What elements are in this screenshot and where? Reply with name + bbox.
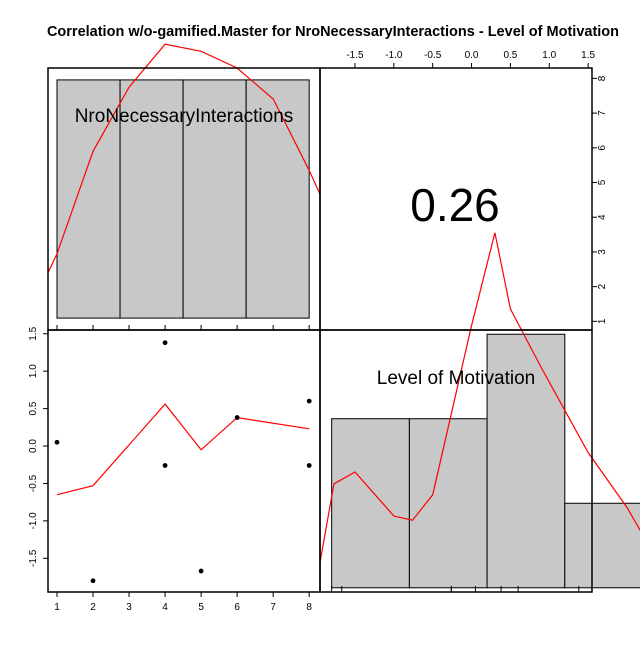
hist-x-bar-1 <box>56 79 121 319</box>
top-axis-tick-label-1.5: 1.5 <box>581 50 595 61</box>
scatter-point-1 <box>54 439 60 445</box>
top-axis-tick-label-0.0: 0.0 <box>465 50 479 61</box>
top-axis-tick-label-1.0: 1.0 <box>542 50 556 61</box>
right-axis-tick-label-1: 1 <box>597 318 608 324</box>
right-axis-tick-label-4: 4 <box>597 214 608 220</box>
hist-y-density-curve <box>319 232 640 563</box>
right-axis-tick-label-2: 2 <box>597 283 608 289</box>
hist-y-bar-1 <box>331 418 410 589</box>
hist-x-density-curve <box>47 43 321 274</box>
x-axis-tick-label-7: 7 <box>270 602 276 613</box>
y-axis-tick-label-1.5: 1.5 <box>28 326 39 340</box>
x-axis-tick-label-3: 3 <box>126 602 132 613</box>
diag-label-y: Level of Motivation <box>377 368 535 389</box>
hist-y-bar-3 <box>486 333 566 589</box>
panel-frame-bl <box>47 329 321 593</box>
y-axis-tick-label--1.0: -1.0 <box>28 512 39 530</box>
top-axis-tick-label--1.5: -1.5 <box>346 50 364 61</box>
scatter-smooth-line <box>56 403 310 496</box>
right-axis-tick-label-7: 7 <box>597 110 608 116</box>
right-axis-tick-label-6: 6 <box>597 145 608 151</box>
right-axis-tick-label-3: 3 <box>597 249 608 255</box>
top-axis-tick-label-0.5: 0.5 <box>503 50 517 61</box>
y-axis-tick-label--1.5: -1.5 <box>28 549 39 567</box>
hist-y-bar-2 <box>408 418 488 589</box>
x-axis-tick-label-8: 8 <box>306 602 312 613</box>
top-axis-tick-label--0.5: -0.5 <box>424 50 442 61</box>
scatter-point-4 <box>162 463 168 468</box>
scatter-point-2 <box>90 578 96 584</box>
hist-x-bar-4 <box>245 79 310 319</box>
scatter-point-6 <box>234 415 240 420</box>
y-axis-tick-label--0.5: -0.5 <box>28 474 39 492</box>
x-axis-tick-label-4: 4 <box>162 602 168 613</box>
hist-x-bar-3 <box>182 79 247 319</box>
x-axis-tick-label-2: 2 <box>90 602 96 613</box>
panel-frame-br <box>319 329 593 593</box>
chart-title: Correlation w/o-gamified.Master for NroN… <box>47 24 619 40</box>
scatter-point-8 <box>306 463 312 468</box>
scatter-point-5 <box>198 568 204 574</box>
scatter-point-3 <box>162 340 168 346</box>
hist-y-bar-4 <box>564 502 640 589</box>
x-axis-tick-label-1: 1 <box>54 602 60 613</box>
y-axis-tick-label-0.0: 0.0 <box>28 439 39 453</box>
diag-label-x: NroNecessaryInteractions <box>75 106 294 127</box>
y-axis-tick-label-0.5: 0.5 <box>28 401 39 415</box>
right-axis-tick-label-8: 8 <box>597 75 608 81</box>
y-axis-tick-label-1.0: 1.0 <box>28 364 39 378</box>
panels-layer: 1 2 3 4 5 6 7 8 -1.5 -1.0 -0.5 0.0 0.5 1.0 1.5 -1.5 -1.0… <box>28 43 640 613</box>
right-axis-tick-label-5: 5 <box>597 179 608 185</box>
scatter-point-7 <box>306 398 312 404</box>
corr-label: 0.26 <box>410 179 500 231</box>
top-axis-tick-label--1.0: -1.0 <box>385 50 403 61</box>
x-axis-tick-label-6: 6 <box>234 602 240 613</box>
hist-x-bar-2 <box>119 79 184 319</box>
x-axis-tick-label-5: 5 <box>198 602 204 613</box>
